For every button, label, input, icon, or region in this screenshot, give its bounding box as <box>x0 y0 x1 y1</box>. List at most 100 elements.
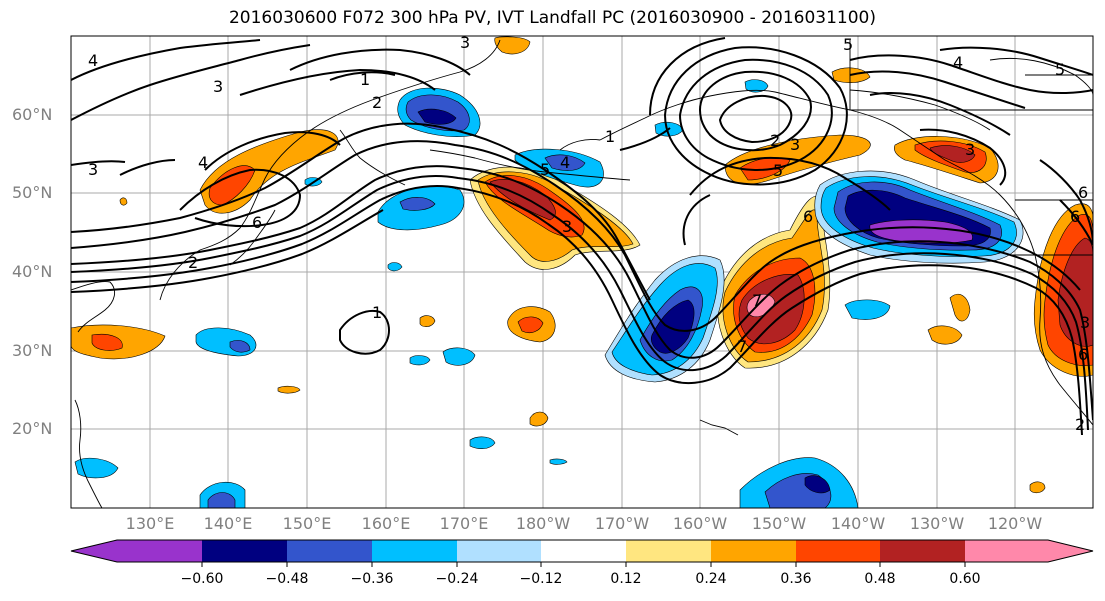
pv-contour-label: 5 <box>540 160 550 179</box>
colorbar-tick-label: −0.60 <box>180 571 224 587</box>
pv-contour-label: 2 <box>770 131 780 150</box>
pv-contour-label: 3 <box>790 135 800 154</box>
ivt-positive-region <box>419 315 436 327</box>
pv-contour-label: 2 <box>1075 415 1085 434</box>
pv-contour-label: 1 <box>372 303 382 322</box>
ivt-shading <box>71 36 1093 508</box>
ivt-positive-region <box>529 411 549 427</box>
ivt-positive-region <box>1057 237 1093 347</box>
colorbar-segment <box>372 540 457 562</box>
pv-contour-label: 5 <box>1055 60 1065 79</box>
pv-contour-label: 4 <box>88 51 98 70</box>
map-title: 2016030600 F072 300 hPa PV, IVT Landfall… <box>228 8 876 28</box>
pv-contour-label: 4 <box>198 153 208 172</box>
colorbar-segment <box>541 540 626 562</box>
ivt-positive-region <box>517 316 544 334</box>
colorbar-tick-label: −0.36 <box>350 571 394 587</box>
lon-label: 150°W <box>751 514 807 533</box>
ivt-negative-region <box>409 355 431 366</box>
pv-contour-label: 6 <box>1070 207 1080 226</box>
colorbar-tick-label: 0.60 <box>949 571 981 587</box>
pv-contour-label: 3 <box>88 160 98 179</box>
pv-contour-label-layer: 4 3 2 1 3 6 5 4 3 2 1 5 4 3 2 3 6 5 7 6 … <box>88 33 1090 434</box>
pv-contour-label: 7 <box>752 291 762 310</box>
ivt-negative-region <box>469 436 496 449</box>
colorbar-segment <box>117 540 202 562</box>
ivt-negative-region <box>804 475 831 494</box>
colorbar-ticks <box>201 562 966 567</box>
lat-label: 50°N <box>12 183 53 202</box>
pv-contour-label: 3 <box>213 77 223 96</box>
ivt-negative-region <box>442 347 476 366</box>
lat-label: 30°N <box>12 341 53 360</box>
lon-label: 120°W <box>987 514 1043 533</box>
colorbar-segment <box>71 540 117 562</box>
lon-label: 170°W <box>594 514 650 533</box>
ivt-negative-region <box>399 197 436 211</box>
pv-contour-label: 2 <box>188 253 198 272</box>
ivt-positive-region <box>119 197 128 206</box>
colorbar-segment <box>457 540 541 562</box>
colorbar-segment <box>880 540 965 562</box>
colorbar-segment <box>796 540 880 562</box>
colorbar-segment <box>626 540 711 562</box>
lon-label: 140°E <box>203 514 253 533</box>
ivt-positive-region <box>494 36 531 55</box>
lat-label: 20°N <box>12 419 53 438</box>
ivt-negative-region <box>229 340 251 353</box>
ivt-positive-region <box>927 325 963 345</box>
pv-contour-label: 6 <box>803 207 813 226</box>
ivt-negative-region <box>744 79 769 93</box>
pv-contour-label: 6 <box>252 213 262 232</box>
pv-contour-label: 3 <box>1080 313 1090 332</box>
pv-contours <box>71 37 1093 436</box>
colorbar-tick-label: 0.36 <box>780 571 812 587</box>
ivt-positive-region <box>949 294 971 322</box>
colorbar-segment <box>287 540 372 562</box>
pv-contour-label: 3 <box>460 33 470 52</box>
pv-contour-label: 5 <box>773 161 783 180</box>
pv-contour-label: 6 <box>1078 345 1088 364</box>
lon-label: 140°W <box>830 514 886 533</box>
coastlines <box>71 39 1093 508</box>
colorbar-segment <box>965 540 1048 562</box>
lat-label: 60°N <box>12 105 53 124</box>
lon-label: 150°E <box>282 514 332 533</box>
ivt-negative-region <box>869 219 973 244</box>
ivt-positive-region <box>91 333 123 351</box>
lon-label: 130°W <box>909 514 965 533</box>
ivt-negative-region <box>195 327 257 357</box>
ivt-positive-region <box>277 385 301 394</box>
lon-label: 160°W <box>672 514 728 533</box>
colorbar <box>70 539 1094 567</box>
ivt-negative-region <box>844 299 891 320</box>
lon-label: 160°E <box>361 514 411 533</box>
colorbar-tick-label: 0.48 <box>864 571 896 587</box>
ivt-positive-region <box>1029 481 1046 494</box>
ivt-positive-region <box>208 165 256 206</box>
ivt-negative-region <box>544 154 586 171</box>
pv-contour-label: 3 <box>562 217 572 236</box>
colorbar-tick-label: 0.24 <box>695 571 727 587</box>
colorbar-tick-label: −0.24 <box>435 571 479 587</box>
pv-contour-label: 3 <box>965 140 975 159</box>
pv-contour-label: 1 <box>605 127 615 146</box>
colorbar-tick-label: 0.12 <box>610 571 642 587</box>
lon-label: 130°E <box>125 514 175 533</box>
ivt-negative-region <box>417 108 457 125</box>
pv-contour-label: 6 <box>1078 183 1088 202</box>
lon-label: 180°W <box>515 514 571 533</box>
ivt-negative-region <box>74 457 119 479</box>
colorbar-segment <box>711 540 796 562</box>
colorbar-segment <box>1048 540 1093 562</box>
colorbar-segment <box>202 540 287 562</box>
pv-contour-label: 2 <box>372 93 382 112</box>
colorbar-tick-label: −0.48 <box>265 571 309 587</box>
colorbar-outline <box>70 539 1094 563</box>
lat-label: 40°N <box>12 262 53 281</box>
map-frame <box>70 35 1094 509</box>
lon-label: 170°E <box>439 514 489 533</box>
pv-contour-label: 5 <box>843 35 853 54</box>
colorbar-tick-label: −0.12 <box>519 571 563 587</box>
